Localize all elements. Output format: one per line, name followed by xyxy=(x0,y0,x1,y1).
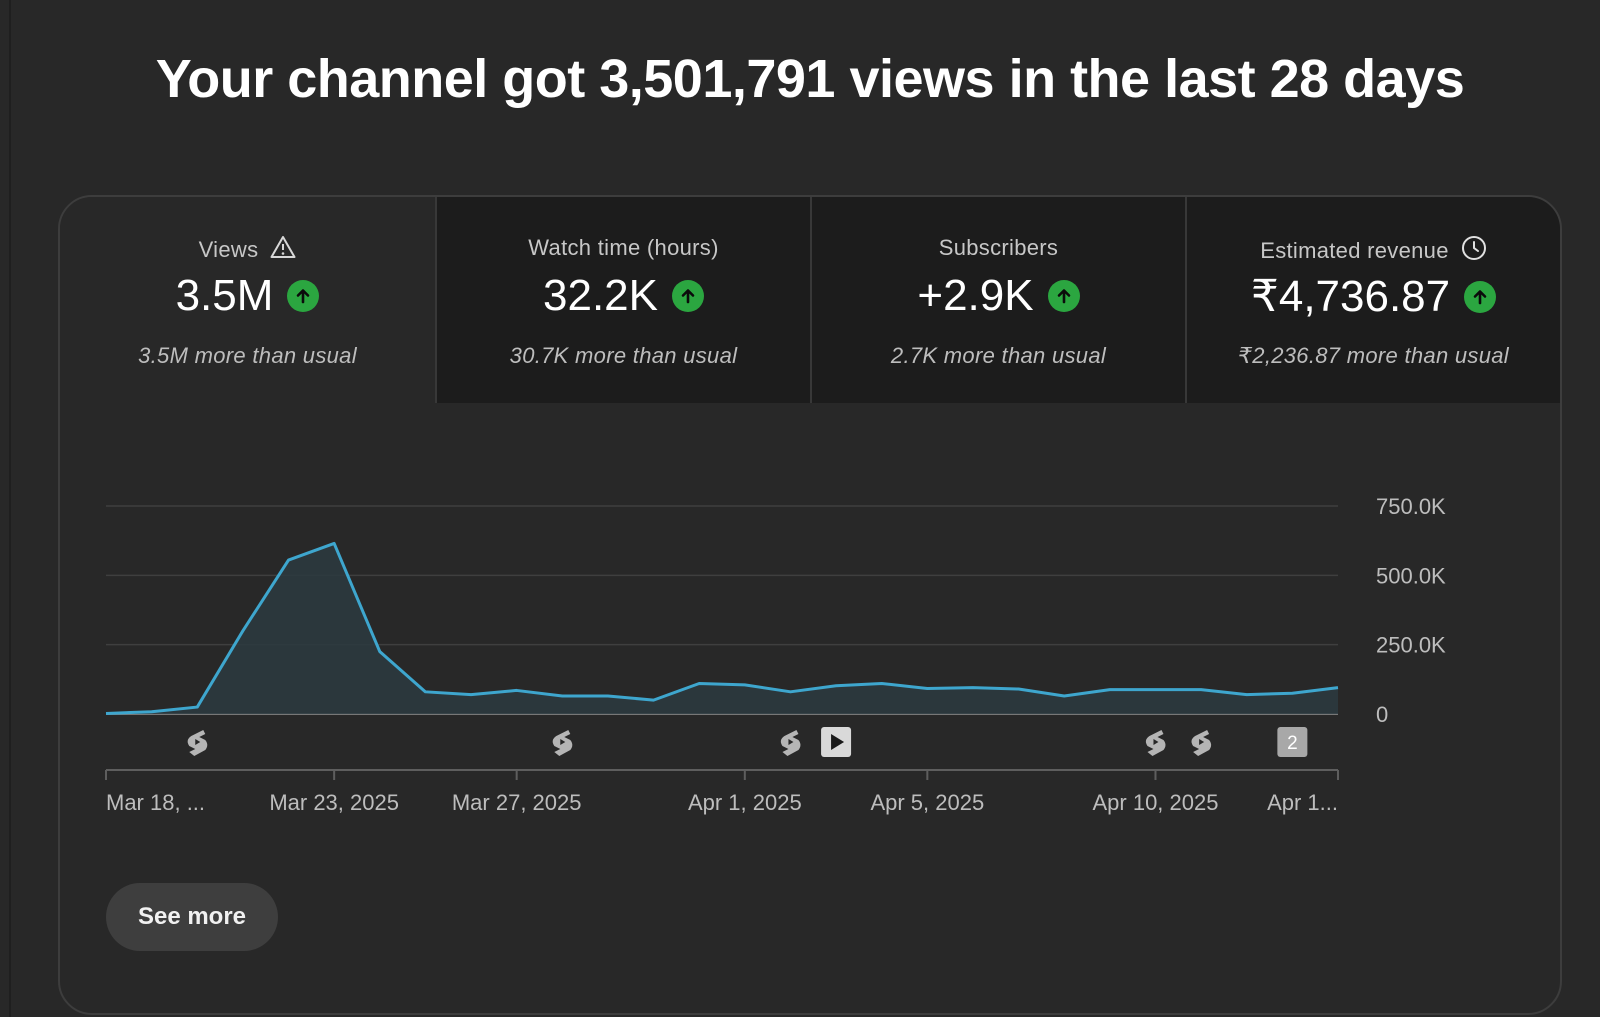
arrow-up-icon xyxy=(287,280,320,312)
y-tick-label: 750.0K xyxy=(1376,494,1446,519)
count-badge[interactable]: 2 xyxy=(1277,727,1308,757)
metric-title: Views xyxy=(198,237,259,262)
metric-comparison: ₹2,236.87 more than usual xyxy=(1237,343,1509,368)
x-tick-label: Apr 1, 2025 xyxy=(688,790,802,815)
overview-panel: Views 3.5M 3.5M more than usual Watch ti… xyxy=(58,195,1562,1015)
arrow-up-icon xyxy=(671,280,704,312)
warning-icon[interactable] xyxy=(270,235,296,265)
metric-title: Watch time (hours) xyxy=(528,235,719,260)
shorts-icon[interactable] xyxy=(1145,730,1166,756)
arrow-up-icon xyxy=(1464,280,1497,313)
page-title: Your channel got 3,501,791 views in the … xyxy=(155,49,1465,109)
see-more-button[interactable]: See more xyxy=(106,883,278,951)
tab-subscribers[interactable]: Subscribers +2.9K 2.7K more than usual xyxy=(810,197,1185,403)
metric-tabs: Views 3.5M 3.5M more than usual Watch ti… xyxy=(60,197,1560,403)
metric-comparison: 3.5M more than usual xyxy=(138,343,357,368)
video-icon[interactable] xyxy=(821,727,852,757)
metric-value: ₹4,736.87 xyxy=(1250,272,1451,321)
series-area xyxy=(106,543,1338,714)
metric-title: Estimated revenue xyxy=(1260,238,1449,263)
views-chart-svg: 750.0K 500.0K 250.0K 0 Mar 18, ... Mar 23, 20… xyxy=(105,494,1446,815)
metric-comparison: 2.7K more than usual xyxy=(890,343,1107,368)
metric-title: Subscribers xyxy=(938,235,1059,260)
series-line xyxy=(105,541,1339,715)
tab-views[interactable]: Views 3.5M 3.5M more than usual xyxy=(60,197,435,403)
tab-watch-time[interactable]: Watch time (hours) 32.2K 30.7K more than… xyxy=(435,197,810,403)
y-tick-label: 0 xyxy=(1376,702,1388,727)
count-badge-label: 2 xyxy=(1287,733,1298,754)
x-tick-label: Apr 10, 2025 xyxy=(1092,790,1218,815)
y-tick-label: 500.0K xyxy=(1376,563,1446,588)
views-chart: 750.0K 500.0K 250.0K 0 Mar 18, ... Mar 23, 20… xyxy=(60,197,1560,1013)
metric-value: 3.5M xyxy=(175,271,274,320)
shorts-icon[interactable] xyxy=(187,730,208,756)
shorts-icon[interactable] xyxy=(780,730,801,756)
metric-comparison: 30.7K more than usual xyxy=(509,343,738,368)
clock-icon[interactable] xyxy=(1461,235,1487,267)
arrow-up-icon xyxy=(1047,280,1080,312)
shorts-icon[interactable] xyxy=(552,730,573,756)
x-tick-label: Mar 23, 2025 xyxy=(269,790,399,815)
x-tick-label: Mar 18, ... xyxy=(106,790,205,815)
shorts-icon[interactable] xyxy=(1191,730,1212,756)
x-tick-label: Apr 5, 2025 xyxy=(870,790,984,815)
x-tick-label: Mar 27, 2025 xyxy=(452,790,582,815)
metric-value: 32.2K xyxy=(543,271,658,320)
left-divider xyxy=(9,0,11,1017)
x-tick-label: Apr 1... xyxy=(1267,790,1338,815)
metric-value: +2.9K xyxy=(917,271,1034,320)
tab-estimated-revenue[interactable]: Estimated revenue ₹4,736.87 ₹2,236.87 mo… xyxy=(1185,197,1560,403)
y-tick-label: 250.0K xyxy=(1376,633,1446,658)
